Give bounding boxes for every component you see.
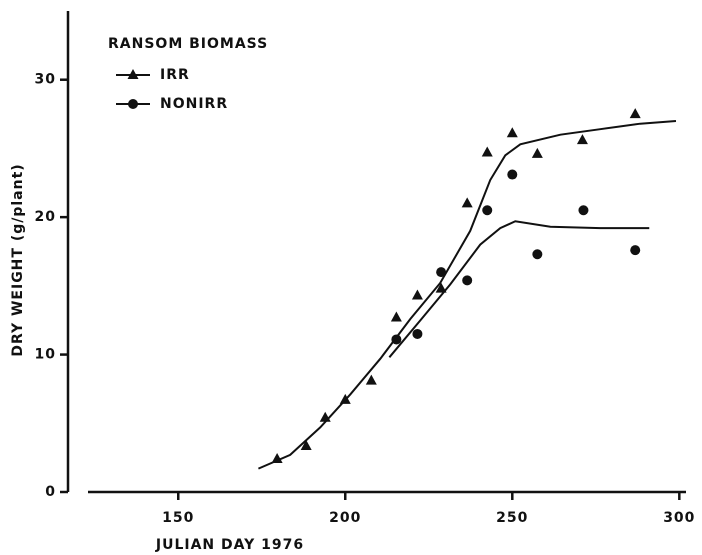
triangle-marker xyxy=(435,282,447,293)
circle-marker xyxy=(462,275,473,286)
circle-marker xyxy=(532,249,543,260)
y-tick-label: 20 xyxy=(35,209,56,225)
triangle-marker xyxy=(461,197,473,208)
circle-marker xyxy=(578,205,589,216)
triangle-marker xyxy=(531,147,543,158)
triangle-marker xyxy=(390,311,402,322)
y-tick-label: 0 xyxy=(45,484,56,500)
legend-label: IRR xyxy=(160,67,190,83)
triangle-marker xyxy=(300,439,312,450)
circle-marker xyxy=(482,205,493,216)
triangle-marker xyxy=(629,108,641,119)
x-tick-label: 200 xyxy=(329,510,361,526)
y-tick-label: 10 xyxy=(35,347,56,363)
circle-marker xyxy=(436,267,447,278)
triangle-marker xyxy=(319,411,331,422)
x-tick-label: 150 xyxy=(162,510,194,526)
triangle-marker xyxy=(339,393,351,404)
x-tick-label: 250 xyxy=(496,510,528,526)
triangle-marker xyxy=(127,69,139,79)
circle-marker xyxy=(507,169,518,180)
circle-marker xyxy=(391,334,402,345)
fit-curve xyxy=(258,119,677,470)
y-axis-label: DRY WEIGHT (g/plant) xyxy=(10,163,26,356)
fit-curve xyxy=(388,220,650,358)
x-tick-label: 300 xyxy=(663,510,695,526)
circle-marker xyxy=(412,328,423,339)
x-axis-label: JULIAN DAY 1976 xyxy=(155,537,304,553)
triangle-marker xyxy=(411,289,423,300)
triangle-marker xyxy=(365,374,377,385)
triangle-marker xyxy=(481,146,493,157)
legend-title: RANSOM BIOMASS xyxy=(108,36,268,52)
circle-marker xyxy=(128,99,138,109)
y-tick-label: 30 xyxy=(35,72,56,88)
triangle-marker xyxy=(271,453,283,464)
circle-marker xyxy=(630,245,641,256)
legend-label: NONIRR xyxy=(160,96,228,112)
triangle-marker xyxy=(576,134,588,145)
triangle-marker xyxy=(506,127,518,138)
